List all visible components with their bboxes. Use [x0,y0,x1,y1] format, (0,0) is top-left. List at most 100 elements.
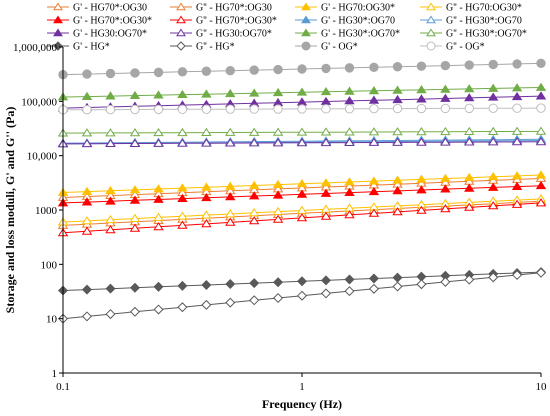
data-point [320,275,331,286]
data-point [105,138,116,148]
data-point [440,173,451,182]
x-tick-label: 0.1 [56,381,70,393]
legend-marker [176,41,186,51]
y-tick-label: 100,000 [21,96,57,108]
data-point [177,193,188,203]
data-point [464,103,474,114]
data-point [416,174,427,183]
data-point [153,212,164,221]
series-11 [57,126,547,137]
data-point [248,216,260,225]
data-point [512,103,522,113]
data-point [392,272,403,283]
data-point [201,219,212,228]
legend-marker [53,15,63,24]
legend-marker [176,2,186,11]
data-point [416,205,427,214]
data-point [249,278,260,289]
legend-item: G'' - HG70*:OG30* [170,15,277,27]
data-point [440,126,451,136]
data-point [368,127,380,136]
data-point [344,286,355,297]
data-point [105,104,116,115]
data-point [81,91,93,100]
data-point [105,185,116,195]
legend-marker [53,2,63,11]
data-point [440,204,451,213]
data-point [129,185,141,194]
data-point [225,88,236,98]
data-point [81,216,93,225]
data-point [297,104,307,114]
data-point [416,137,427,146]
legend-label: G'' - HG30:OG70* [196,29,272,40]
data-point [369,103,379,114]
data-point [512,59,522,69]
data-point [272,190,284,199]
data-point [105,91,116,100]
legend-item: G'' - OG* [420,41,485,53]
data-point [344,63,355,73]
data-point [320,137,332,147]
data-point [201,104,212,114]
data-point [81,226,93,235]
data-point [130,104,140,115]
data-point [129,213,141,222]
data-point [296,189,308,198]
data-point [201,210,212,219]
data-point [344,86,355,95]
legend-item: G'' - HG30*:OG70* [420,28,527,40]
legend-item: G'' - HG70*:OG30 [170,2,272,14]
data-point [535,198,547,207]
data-point [153,194,164,203]
data-point [296,213,308,222]
legend-marker [426,28,436,37]
legend-label: G'' - HG* [196,42,235,53]
data-point [512,270,523,281]
data-point [249,295,260,306]
data-point [201,299,212,310]
data-point [201,279,212,290]
series-2 [57,170,547,196]
legend: G' - HG70*:OG30 G'' - HG70*:OG30 G' - HG70… [47,2,527,53]
data-point [368,176,380,185]
data-point [177,302,188,313]
legend-item: G' - HG30*:OG70* [295,28,400,40]
data-point [272,179,284,189]
series-12 [57,267,547,296]
data-point [320,178,332,187]
legend-label: G'' - HG30*:OG70 [446,16,522,27]
data-point [368,95,380,104]
data-point [440,137,451,146]
data-point [272,214,284,223]
data-point [487,126,499,135]
data-point [153,67,164,78]
data-point [105,128,116,137]
data-point [153,127,164,137]
data-point [464,172,475,182]
data-point [464,202,475,211]
data-point [321,63,331,74]
x-tick-label: 1 [299,381,305,393]
data-point [248,138,260,147]
data-point [272,87,284,97]
data-point [82,104,92,115]
data-point [177,138,188,147]
data-point [153,104,164,115]
data-point [416,61,427,71]
series-14 [58,58,546,80]
legend-item: G' - HG70:OG30* [295,2,395,14]
data-point [344,127,355,136]
data-point [488,103,498,113]
data-point [248,191,260,200]
legend-marker [176,15,186,24]
series-5 [57,198,547,237]
legend-marker [53,41,63,51]
data-point [153,184,164,193]
y-tick-label: 100 [41,259,58,271]
data-point [273,292,284,304]
legend-label: G' - HG70:OG30* [321,3,395,14]
data-point [273,277,284,288]
data-point [129,282,140,293]
